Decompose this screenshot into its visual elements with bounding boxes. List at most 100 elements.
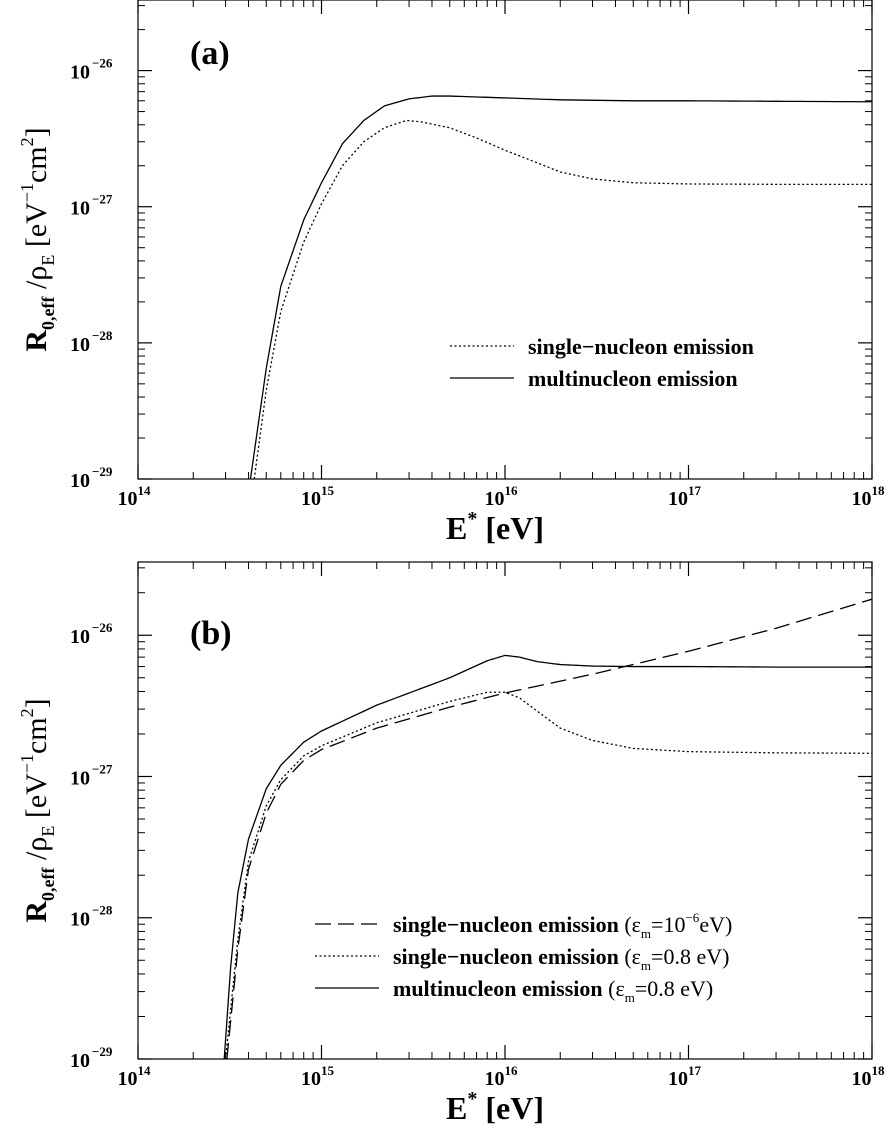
legend-entry-param-value: =0.8 eV) (651, 944, 729, 969)
x-tick-exponent: 14 (138, 483, 152, 498)
series-lines (249, 95, 872, 479)
x-tick-exponent: 14 (138, 1063, 152, 1078)
legend-entry-param-sub: m (641, 958, 651, 973)
legend-entry-label: multinucleon emission (393, 976, 603, 1001)
y-axis-label-sub: 0,eff (38, 866, 58, 900)
y-tick-base: 10 (70, 626, 90, 648)
x-tick-exponent: 17 (688, 483, 702, 498)
y-tick-label: 10 (70, 334, 90, 356)
legend-entry: multinucleon emission (εm=0.8 eV) (393, 976, 713, 1005)
plot-frame (137, 0, 873, 480)
y-tick-label: 10 (70, 909, 90, 931)
legend-entry-param-sub: m (641, 926, 651, 941)
x-tick-exponent: 18 (872, 483, 886, 498)
x-tick-label: 1015 (301, 483, 335, 510)
series-lines (223, 598, 872, 1059)
x-tick-base: 10 (852, 1068, 872, 1090)
x-tick-base: 10 (668, 1068, 688, 1090)
legend-entry-param: (ε (619, 944, 641, 969)
y-tick-label: 10 (70, 767, 90, 789)
y-axis-label: R0,eff /ρE [eV−1cm2] (17, 127, 58, 351)
x-tick-label: 1015 (301, 1063, 335, 1090)
y-tick-label: 10 (70, 62, 90, 84)
x-axis-label-sup: * (467, 1088, 477, 1110)
x-tick-label: 1018 (852, 1063, 886, 1090)
legend-entry-label: multinucleon emission (528, 366, 738, 391)
minor-ticks (138, 0, 872, 479)
legend-entry-param-value: =0.8 eV) (635, 976, 713, 1001)
legend-entry-param-sup: −6 (685, 910, 699, 925)
y-tick-label: 10 (70, 470, 90, 492)
legend-entry-label: single−nucleon emission (393, 912, 619, 937)
legend-entry: single−nucleon emission (528, 334, 754, 359)
legend-entry-param-unit: eV) (699, 912, 732, 937)
x-tick-base: 10 (485, 488, 505, 510)
minor-ticks (138, 562, 872, 1059)
x-axis-label-unit: [eV] (477, 1090, 544, 1126)
x-tick-base: 10 (301, 1068, 321, 1090)
y-axis-label-unit: [eV (20, 773, 53, 826)
y-tick-base: 10 (70, 1050, 90, 1072)
y-axis-label-sup: 2 (17, 708, 37, 717)
y-tick-exponent: −29 (92, 1044, 113, 1059)
y-axis-label-unit: [eV (20, 202, 53, 255)
y-axis-label-sub: 0,eff (38, 295, 58, 329)
y-tick-base: 10 (70, 62, 90, 84)
chart-panel-a: 1014 1015 1016 1017 101810−2910−2810−2710−26… (17, 0, 885, 546)
y-axis-label-rho: /ρ (20, 266, 53, 297)
x-axis-label-unit: [eV] (477, 510, 544, 546)
series-line-dashed (226, 598, 872, 1059)
legend-entry-param: (ε (619, 912, 641, 937)
x-tick-label: 1014 (118, 483, 152, 510)
x-tick-label: 1016 (485, 1063, 519, 1090)
chart-panel-b: 1014 1015 1016 1017 101810−2910−2810−2710−26… (17, 561, 886, 1126)
y-axis-label-sub: E (38, 826, 58, 837)
y-axis-label-sup: −1 (17, 183, 37, 202)
y-axis-label-main: R (20, 901, 53, 923)
y-tick-exponent: −28 (92, 903, 113, 918)
y-tick-exponent: −26 (92, 620, 113, 635)
y-tick-base: 10 (70, 198, 90, 220)
legend-entry-param-value: =10 (651, 912, 685, 937)
x-tick-exponent: 16 (505, 483, 519, 498)
series-line-dotted (253, 119, 872, 479)
series-line-solid (249, 95, 872, 479)
y-axis-label: R0,eff /ρE [eV−1cm2] (17, 698, 58, 922)
panel-label: (b) (190, 615, 232, 652)
y-axis-label-unit: ] (20, 698, 53, 708)
legend-entry: single−nucleon emission (εm=10−6eV) (393, 910, 732, 941)
legend-entry-param: (ε (603, 976, 625, 1001)
legend-entry: multinucleon emission (528, 366, 738, 391)
x-tick-base: 10 (301, 488, 321, 510)
y-tick-label: 10 (70, 626, 90, 648)
y-tick-base: 10 (70, 470, 90, 492)
y-axis-label-main: R (20, 330, 53, 352)
y-tick-exponent: −26 (92, 56, 113, 71)
y-axis-label-sup: 2 (17, 137, 37, 146)
legend-entry-param-sub: m (625, 990, 635, 1005)
x-axis-label: E* [eV] (446, 1088, 544, 1126)
y-tick-label: 10 (70, 1050, 90, 1072)
y-tick-exponent: −28 (92, 328, 113, 343)
x-tick-base: 10 (485, 1068, 505, 1090)
x-tick-base: 10 (118, 1068, 138, 1090)
x-tick-exponent: 15 (321, 1063, 335, 1078)
y-tick-exponent: −27 (92, 761, 113, 776)
legend: single−nucleon emission multinucleon emis… (450, 334, 754, 391)
legend-entry: single−nucleon emission (εm=0.8 eV) (393, 944, 729, 973)
y-axis-label-unit: cm (20, 146, 53, 183)
x-tick-label: 1014 (118, 1063, 152, 1090)
x-tick-base: 10 (852, 488, 872, 510)
x-axis-label-base: E (446, 510, 467, 546)
x-tick-label: 1018 (852, 483, 886, 510)
y-tick-exponent: −29 (92, 464, 113, 479)
x-tick-exponent: 17 (688, 1063, 702, 1078)
legend-entry-label: single−nucleon emission (528, 334, 754, 359)
x-axis-label-base: E (446, 1090, 467, 1126)
panel-label: (a) (190, 35, 230, 72)
y-tick-base: 10 (70, 909, 90, 931)
y-tick-label: 10 (70, 198, 90, 220)
x-tick-label: 1016 (485, 483, 519, 510)
x-axis-label-sup: * (467, 508, 477, 530)
